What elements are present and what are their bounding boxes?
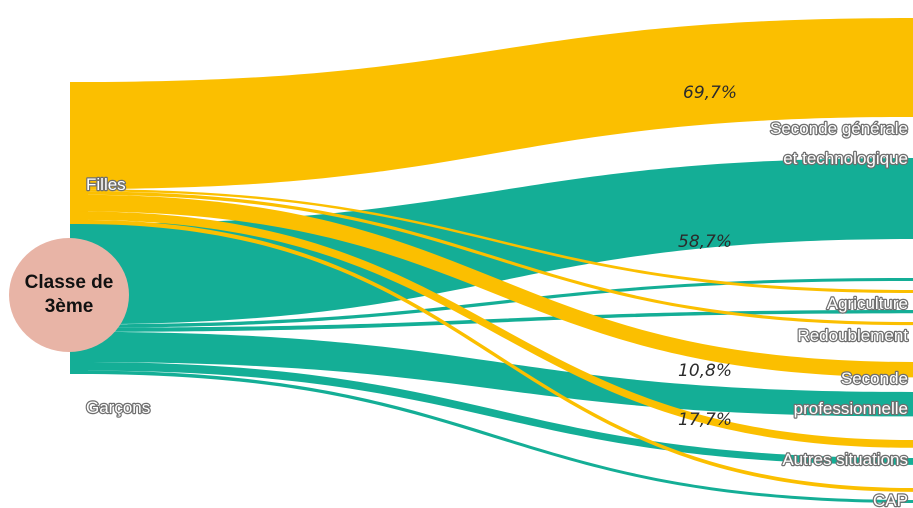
flow-filles-cap bbox=[80, 219, 913, 492]
flow-filles-seconde-professionnelle bbox=[80, 194, 913, 378]
flow-filles-seconde-generale-et-technologique bbox=[80, 18, 913, 190]
flow-filles-redoublement bbox=[80, 191, 913, 326]
flow-garcons-redoublement bbox=[80, 310, 913, 332]
labels-layer: Filles Garçons Seconde générale et technolo… bbox=[85, 83, 910, 508]
source-label-garcons: Garçons bbox=[86, 398, 150, 417]
percent-label-garcons-seconde-generale-et-technologique: 58,7% bbox=[678, 232, 732, 252]
target-label-seconde-professionnelle-line-1: Seconde bbox=[841, 369, 908, 388]
percent-label-filles-seconde-generale-et-technologique: 69,7% bbox=[683, 83, 737, 103]
source-node-label: Classe de 3ème bbox=[24, 272, 114, 317]
source-label-filles: Filles bbox=[86, 175, 126, 194]
flows-layer bbox=[70, 18, 913, 503]
target-label-seconde-professionnelle-line-2: professionnelle bbox=[794, 399, 908, 418]
source-node-badge: Classe de 3ème bbox=[9, 238, 129, 352]
flow-garcons-autres-situations bbox=[80, 362, 913, 465]
target-label-cap: CAP bbox=[873, 491, 908, 508]
target-label-redoublement: Redoublement bbox=[797, 326, 908, 345]
flow-garcons-agriculture bbox=[80, 278, 913, 328]
target-label-seconde-generale-et-technologique-line-1: Seconde générale bbox=[770, 119, 908, 138]
percent-label-filles-seconde-professionnelle: 10,8% bbox=[678, 361, 732, 381]
target-label-autres-situations: Autres situations bbox=[782, 450, 908, 469]
flow-filles-autres-situations bbox=[80, 211, 913, 448]
percent-label-garcons-seconde-professionnelle: 17,7% bbox=[678, 410, 732, 430]
target-label-seconde-generale-et-technologique-line-2: et technologique bbox=[783, 149, 908, 168]
flow-garcons-seconde-professionnelle bbox=[80, 331, 913, 417]
flow-filles-agriculture bbox=[80, 189, 913, 293]
target-label-agriculture: Agriculture bbox=[827, 294, 908, 313]
flow-garcons-cap bbox=[80, 370, 913, 503]
